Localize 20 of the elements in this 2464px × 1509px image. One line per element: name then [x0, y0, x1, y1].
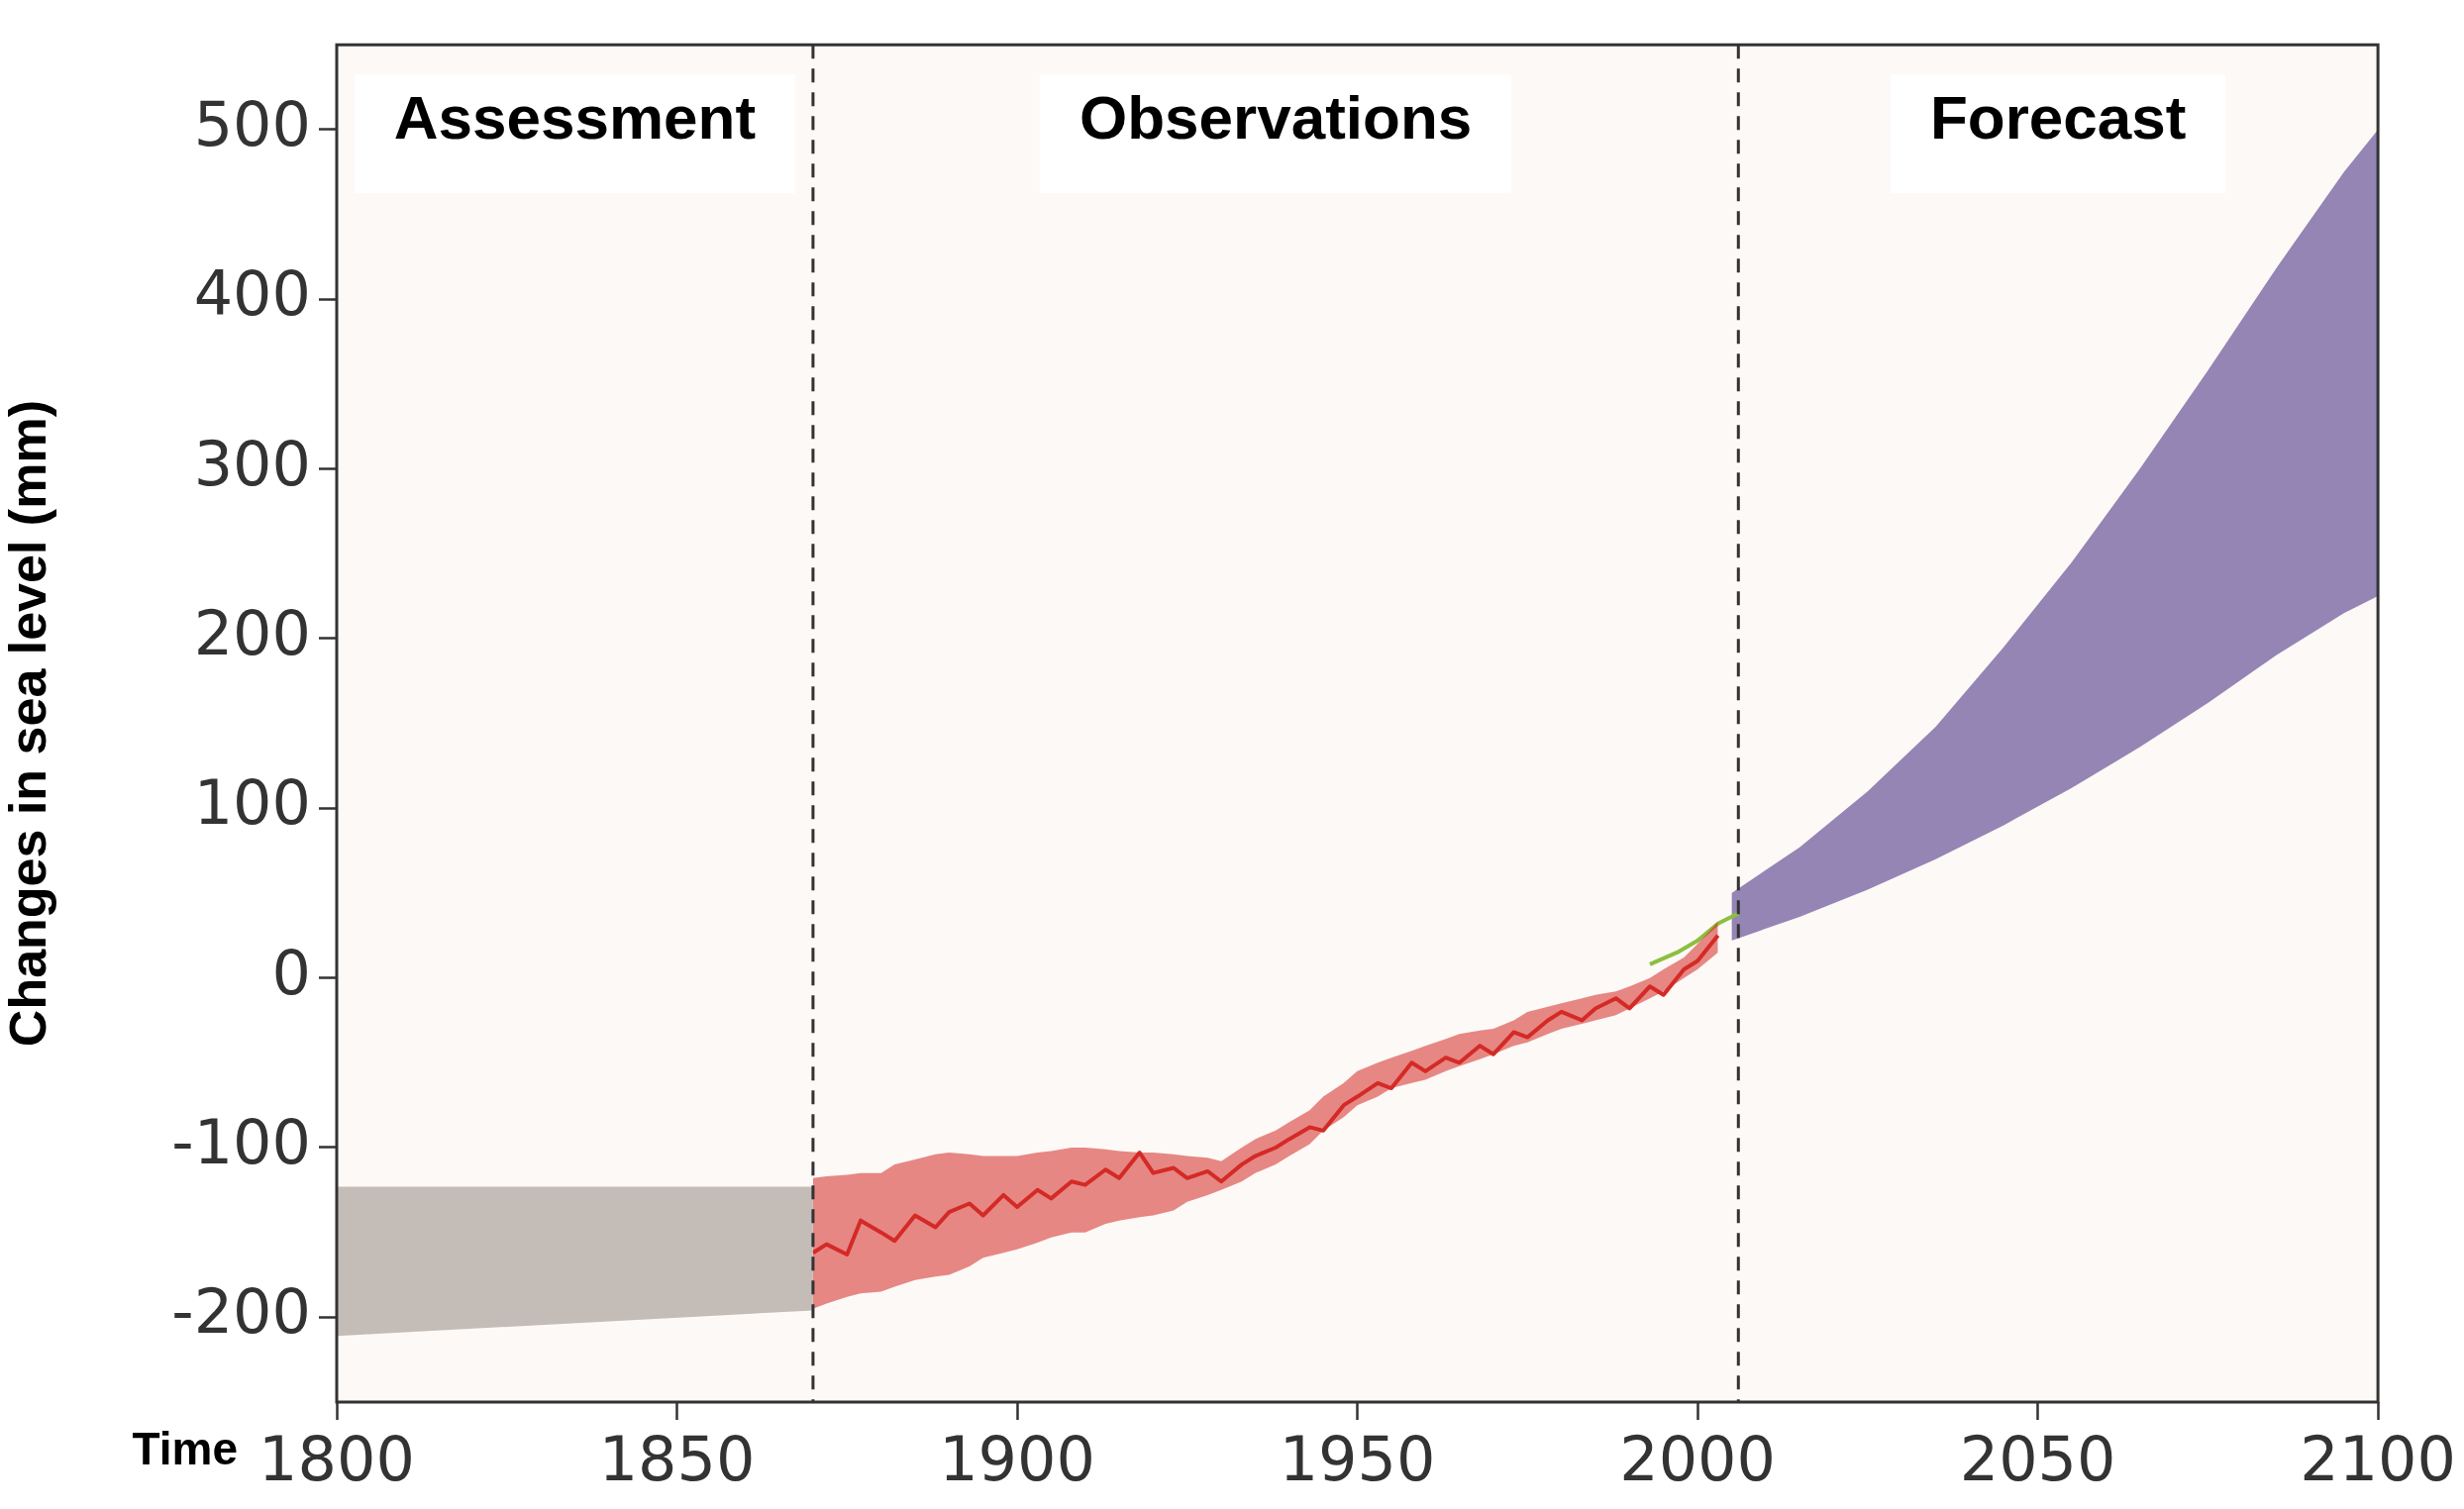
annotation: Observations: [1078, 83, 1473, 152]
y-tick-label: 100: [193, 766, 311, 840]
x-tick-label: 1850: [598, 1423, 756, 1496]
y-axis-title: Changes in sea level (mm): [0, 400, 56, 1048]
y-tick-label: 300: [193, 427, 311, 500]
y-tick-label: -100: [171, 1106, 311, 1179]
x-tick-label: 2100: [2300, 1423, 2457, 1496]
y-tick-label: 400: [193, 257, 311, 331]
y-tick-label: 500: [193, 87, 311, 160]
x-tick-label: 2000: [1619, 1423, 1776, 1496]
y-tick-label: -200: [171, 1275, 311, 1349]
y-tick-label: 0: [271, 936, 311, 1009]
y-tick-label: 200: [193, 597, 311, 670]
x-tick-label: 1950: [1279, 1423, 1436, 1496]
x-tick-label: 2050: [1959, 1423, 2116, 1496]
x-tick-label: 1800: [258, 1423, 415, 1496]
x-axis-title: Time: [132, 1422, 238, 1474]
annotation: Forecast: [1929, 83, 2187, 152]
x-tick-label: 1900: [939, 1423, 1095, 1496]
annotation: Assessment: [393, 83, 757, 152]
